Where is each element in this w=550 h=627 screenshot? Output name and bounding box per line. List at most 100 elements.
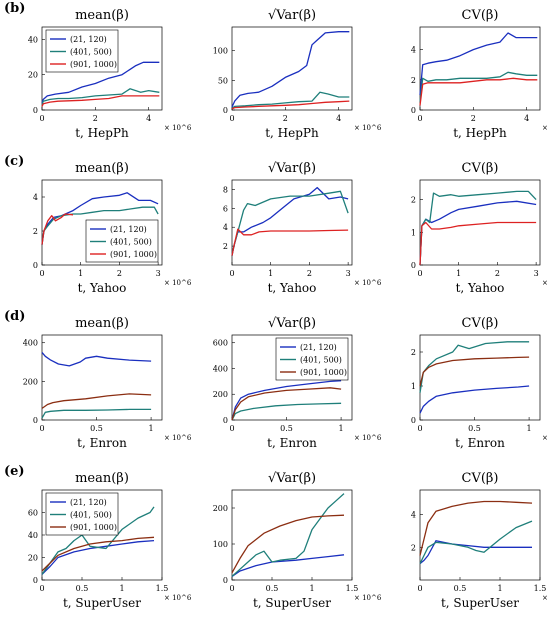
plot-frame	[231, 179, 353, 266]
series-line-3	[41, 213, 74, 245]
series-line-1	[41, 61, 160, 104]
x-tick-label: 1	[456, 269, 461, 278]
plot-frame	[231, 489, 353, 581]
x-tick-label: 1.5	[534, 584, 547, 593]
x-axis-label: t, SuperUser	[63, 596, 141, 610]
series-line-1	[231, 380, 342, 421]
legend-label: (401, 500)	[110, 238, 152, 247]
y-tick-label: 40	[28, 35, 38, 44]
legend: (21, 120) (401, 500) (901, 1000)	[45, 29, 119, 73]
series-line-2	[41, 506, 155, 575]
series-line-1	[419, 32, 538, 95]
y-tick-label: 2	[411, 543, 416, 552]
subplot-title: √Var(β)	[268, 161, 316, 176]
x-axis-label: t, Yahoo	[456, 281, 505, 295]
subplot-title: mean(β)	[75, 316, 129, 331]
x-tick-label: 1	[78, 269, 83, 278]
y-tick-label: 40	[28, 531, 38, 540]
y-tick-label: 100	[213, 47, 228, 56]
series-line-1	[231, 31, 350, 108]
x-tick-label: 1.5	[346, 584, 359, 593]
x-tick-label: 0.5	[76, 584, 89, 593]
series-line-2	[231, 493, 345, 577]
y-tick-label: 60	[28, 509, 38, 518]
series-line-2	[41, 408, 152, 419]
series-line-3	[419, 77, 538, 106]
x-tick-label: 3	[534, 269, 539, 278]
y-tick-label: 20	[28, 554, 38, 563]
y-tick-label: 0	[223, 416, 228, 425]
y-tick-label: 0	[411, 261, 416, 270]
y-tick-label: 20	[28, 71, 38, 80]
x-tick-label: 4	[524, 114, 529, 123]
x-axis-label: t, SuperUser	[253, 596, 331, 610]
x-tick-label: 1	[268, 269, 273, 278]
y-tick-label: 6	[223, 204, 228, 213]
subplot-title: CV(β)	[462, 8, 499, 23]
row-label: (c)	[4, 154, 24, 169]
series-line-2	[419, 190, 537, 266]
y-tick-label: 1	[411, 382, 416, 391]
series-line-3	[41, 536, 155, 572]
x-tick-label: 0.5	[90, 424, 103, 433]
y-tick-label: 0	[33, 416, 38, 425]
x-scale-label: × 10^6	[354, 594, 382, 602]
series-line-2	[231, 402, 342, 421]
x-scale-label: × 10^6	[354, 279, 382, 287]
subplot-title: √Var(β)	[268, 316, 316, 331]
y-tick-label: 0	[411, 106, 416, 115]
y-tick-label: 400	[23, 339, 38, 348]
x-axis-label: t, Enron	[455, 436, 505, 450]
legend-label: (21, 120)	[300, 343, 337, 352]
legend-label: (901, 1000)	[110, 250, 157, 259]
y-tick-label: 4	[411, 46, 416, 55]
x-tick-label: 1	[119, 584, 124, 593]
plot-frame	[41, 179, 163, 266]
series-line-3	[41, 393, 152, 409]
plot-frame	[419, 179, 541, 266]
x-axis-label: t, Yahoo	[268, 281, 317, 295]
legend-label: (21, 120)	[70, 35, 107, 44]
series-line-2	[419, 341, 530, 393]
x-scale-label: × 10^6	[542, 279, 550, 287]
series-line-2	[231, 91, 350, 109]
x-tick-label: 1.5	[156, 584, 169, 593]
y-tick-label: 4	[411, 511, 416, 520]
row-label: (d)	[4, 309, 25, 324]
series-line-1	[41, 351, 152, 367]
x-axis-label: t, Enron	[267, 436, 317, 450]
y-tick-label: 2	[411, 196, 416, 205]
x-tick-label: 1	[527, 424, 532, 433]
x-tick-label: 0.5	[454, 584, 467, 593]
y-tick-label: 0	[223, 576, 228, 585]
legend-label: (401, 500)	[70, 511, 112, 520]
series-line-1	[419, 200, 537, 266]
x-scale-label: × 10^6	[542, 434, 550, 442]
series-line-1	[41, 192, 159, 245]
subplot-5: √Var(β) 0 1 2 3 2 4 6 8 × 10^6 t, Yahoo	[223, 161, 382, 295]
y-tick-label: 200	[213, 390, 228, 399]
series-line-3	[41, 95, 160, 107]
x-tick-label: 1	[309, 584, 314, 593]
series-line-3	[419, 500, 533, 556]
y-tick-label: 0	[33, 576, 38, 585]
legend-label: (21, 120)	[110, 225, 147, 234]
x-tick-label: 2	[93, 114, 98, 123]
x-tick-label: 1	[497, 584, 502, 593]
subplot-title: √Var(β)	[268, 8, 316, 23]
x-tick-label: 0	[39, 424, 44, 433]
subplot-6: CV(β) 0 1 2 3 0 1 2 × 10^6 t, Yahoo	[411, 161, 550, 295]
row-label: (b)	[4, 1, 25, 16]
y-tick-label: 2	[223, 242, 228, 251]
series-line-1	[419, 385, 530, 414]
series-line-3	[231, 228, 349, 256]
legend: (21, 120) (401, 500) (901, 1000)	[85, 219, 159, 263]
x-axis-label: t, HepPh	[265, 126, 319, 140]
x-tick-label: 0	[229, 269, 234, 278]
series-line-1	[231, 554, 345, 577]
subplot-7: (d) mean(β) 0 0.5 1 0 200 400 × 10^6 t, Enron	[4, 309, 192, 450]
x-tick-label: 4	[336, 114, 341, 123]
plot-frame	[419, 26, 541, 111]
x-tick-label: 0.5	[280, 424, 293, 433]
